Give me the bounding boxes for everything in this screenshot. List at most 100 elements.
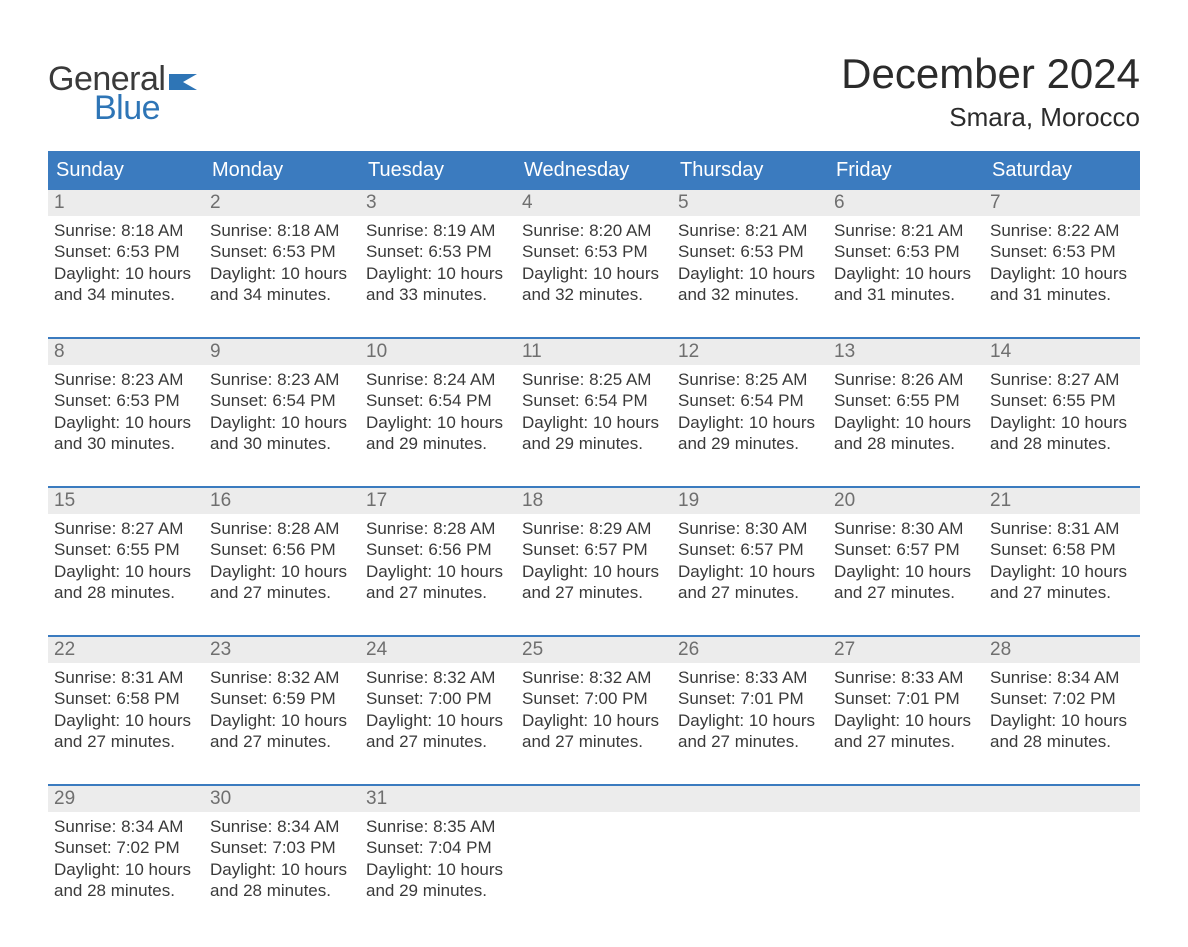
sunset-line: Sunset: 6:58 PM: [54, 688, 198, 709]
daylight-line-2: and 27 minutes.: [678, 582, 822, 603]
daylight-line-1: Daylight: 10 hours: [366, 859, 510, 880]
day-info: Sunrise: 8:32 AMSunset: 7:00 PMDaylight:…: [522, 667, 666, 752]
day-number-row: 21: [984, 488, 1140, 514]
day-info: Sunrise: 8:26 AMSunset: 6:55 PMDaylight:…: [834, 369, 978, 454]
sunset-line: Sunset: 7:00 PM: [366, 688, 510, 709]
daylight-line-2: and 30 minutes.: [210, 433, 354, 454]
day-number-row: 1: [48, 190, 204, 216]
day-info: Sunrise: 8:23 AMSunset: 6:54 PMDaylight:…: [210, 369, 354, 454]
sunset-line: Sunset: 6:53 PM: [678, 241, 822, 262]
daylight-line-1: Daylight: 10 hours: [366, 561, 510, 582]
day-number-row: 17: [360, 488, 516, 514]
sunset-line: Sunset: 6:53 PM: [834, 241, 978, 262]
title-block: December 2024 Smara, Morocco: [841, 50, 1140, 133]
calendar-day: 21Sunrise: 8:31 AMSunset: 6:58 PMDayligh…: [984, 488, 1140, 609]
daylight-line-2: and 34 minutes.: [54, 284, 198, 305]
daylight-line-2: and 27 minutes.: [678, 731, 822, 752]
calendar-day: 17 Sunrise: 8:28 AMSunset: 6:56 PMDayligh…: [360, 488, 516, 609]
day-number: 10: [366, 341, 387, 362]
sunset-line: Sunset: 6:54 PM: [678, 390, 822, 411]
sunset-line: Sunset: 6:55 PM: [54, 539, 198, 560]
daylight-line-2: and 27 minutes.: [210, 731, 354, 752]
sunrise-line: Sunrise: 8:33 AM: [678, 667, 822, 688]
day-info: Sunrise: 8:19 AMSunset: 6:53 PMDaylight:…: [366, 220, 510, 305]
sunrise-line: Sunrise: 8:28 AM: [366, 518, 510, 539]
day-info: Sunrise: 8:30 AMSunset: 6:57 PMDaylight:…: [834, 518, 978, 603]
daylight-line-2: and 27 minutes.: [366, 582, 510, 603]
calendar-day: .: [516, 786, 672, 907]
day-info: Sunrise: 8:31 AMSunset: 6:58 PMDaylight:…: [54, 667, 198, 752]
daylight-line-2: and 31 minutes.: [990, 284, 1134, 305]
daylight-line-1: Daylight: 10 hours: [990, 561, 1134, 582]
sunset-line: Sunset: 7:01 PM: [834, 688, 978, 709]
day-info: Sunrise: 8:18 AMSunset: 6:53 PMDaylight:…: [54, 220, 198, 305]
weekday-header: Tuesday: [360, 153, 516, 188]
day-number: 13: [834, 341, 855, 362]
day-info: Sunrise: 8:22 AMSunset: 6:53 PMDaylight:…: [990, 220, 1134, 305]
day-number: 25: [522, 639, 543, 660]
daylight-line-2: and 34 minutes.: [210, 284, 354, 305]
day-info: Sunrise: 8:21 AMSunset: 6:53 PMDaylight:…: [834, 220, 978, 305]
sunrise-line: Sunrise: 8:34 AM: [990, 667, 1134, 688]
daylight-line-2: and 32 minutes.: [522, 284, 666, 305]
daylight-line-2: and 27 minutes.: [834, 582, 978, 603]
calendar-day: .: [672, 786, 828, 907]
calendar: SundayMondayTuesdayWednesdayThursdayFrid…: [48, 151, 1140, 907]
day-info: Sunrise: 8:32 AMSunset: 6:59 PMDaylight:…: [210, 667, 354, 752]
calendar-day: 28Sunrise: 8:34 AMSunset: 7:02 PMDayligh…: [984, 637, 1140, 758]
sunrise-line: Sunrise: 8:32 AM: [366, 667, 510, 688]
daylight-line-1: Daylight: 10 hours: [210, 710, 354, 731]
day-number-row: 9: [204, 339, 360, 365]
weekday-header: Monday: [204, 153, 360, 188]
day-number: 19: [678, 490, 699, 511]
calendar-day: 30Sunrise: 8:34 AMSunset: 7:03 PMDayligh…: [204, 786, 360, 907]
calendar-week: 15 Sunrise: 8:27 AMSunset: 6:55 PMDayligh…: [48, 486, 1140, 609]
day-number: 18: [522, 490, 543, 511]
sunrise-line: Sunrise: 8:27 AM: [990, 369, 1134, 390]
sunset-line: Sunset: 7:03 PM: [210, 837, 354, 858]
day-info: Sunrise: 8:28 AMSunset: 6:56 PMDaylight:…: [366, 518, 510, 603]
sunrise-line: Sunrise: 8:26 AM: [834, 369, 978, 390]
day-number-row: 3: [360, 190, 516, 216]
day-number-row: .: [516, 786, 672, 812]
calendar-day: 22 Sunrise: 8:31 AMSunset: 6:58 PMDayligh…: [48, 637, 204, 758]
day-number-row: .: [984, 786, 1140, 812]
day-number-row: 26: [672, 637, 828, 663]
day-number: 31: [366, 788, 387, 809]
sunrise-line: Sunrise: 8:35 AM: [366, 816, 510, 837]
day-number-row: 2: [204, 190, 360, 216]
sunrise-line: Sunrise: 8:23 AM: [210, 369, 354, 390]
daylight-line-2: and 27 minutes.: [990, 582, 1134, 603]
day-number-row: 12: [672, 339, 828, 365]
weekday-header: Friday: [828, 153, 984, 188]
sunset-line: Sunset: 7:02 PM: [990, 688, 1134, 709]
daylight-line-2: and 28 minutes.: [990, 731, 1134, 752]
day-number: 14: [990, 341, 1011, 362]
calendar-day: 5Sunrise: 8:21 AMSunset: 6:53 PMDaylight…: [672, 190, 828, 311]
day-number-row: 16: [204, 488, 360, 514]
day-number: 22: [54, 639, 75, 660]
daylight-line-2: and 28 minutes.: [990, 433, 1134, 454]
day-number-row: 6: [828, 190, 984, 216]
sunset-line: Sunset: 7:01 PM: [678, 688, 822, 709]
day-info: Sunrise: 8:32 AMSunset: 7:00 PMDaylight:…: [366, 667, 510, 752]
daylight-line-2: and 28 minutes.: [834, 433, 978, 454]
day-number-row: 13: [828, 339, 984, 365]
day-info: Sunrise: 8:20 AMSunset: 6:53 PMDaylight:…: [522, 220, 666, 305]
day-number: 17: [366, 490, 387, 511]
calendar-week: 29Sunrise: 8:34 AMSunset: 7:02 PMDayligh…: [48, 784, 1140, 907]
calendar-week: 22 Sunrise: 8:31 AMSunset: 6:58 PMDayligh…: [48, 635, 1140, 758]
weekday-header: Saturday: [984, 153, 1140, 188]
calendar-day: 19Sunrise: 8:30 AMSunset: 6:57 PMDayligh…: [672, 488, 828, 609]
day-info: Sunrise: 8:27 AMSunset: 6:55 PMDaylight:…: [54, 518, 198, 603]
sunrise-line: Sunrise: 8:18 AM: [210, 220, 354, 241]
day-number: 15: [54, 490, 75, 511]
daylight-line-1: Daylight: 10 hours: [990, 263, 1134, 284]
calendar-day: 4Sunrise: 8:20 AMSunset: 6:53 PMDaylight…: [516, 190, 672, 311]
day-info: Sunrise: 8:23 AMSunset: 6:53 PMDaylight:…: [54, 369, 198, 454]
day-number-row: 15: [48, 488, 204, 514]
flag-icon: [169, 68, 201, 95]
daylight-line-1: Daylight: 10 hours: [522, 561, 666, 582]
day-number-row: 7: [984, 190, 1140, 216]
calendar-day: 27Sunrise: 8:33 AMSunset: 7:01 PMDayligh…: [828, 637, 984, 758]
